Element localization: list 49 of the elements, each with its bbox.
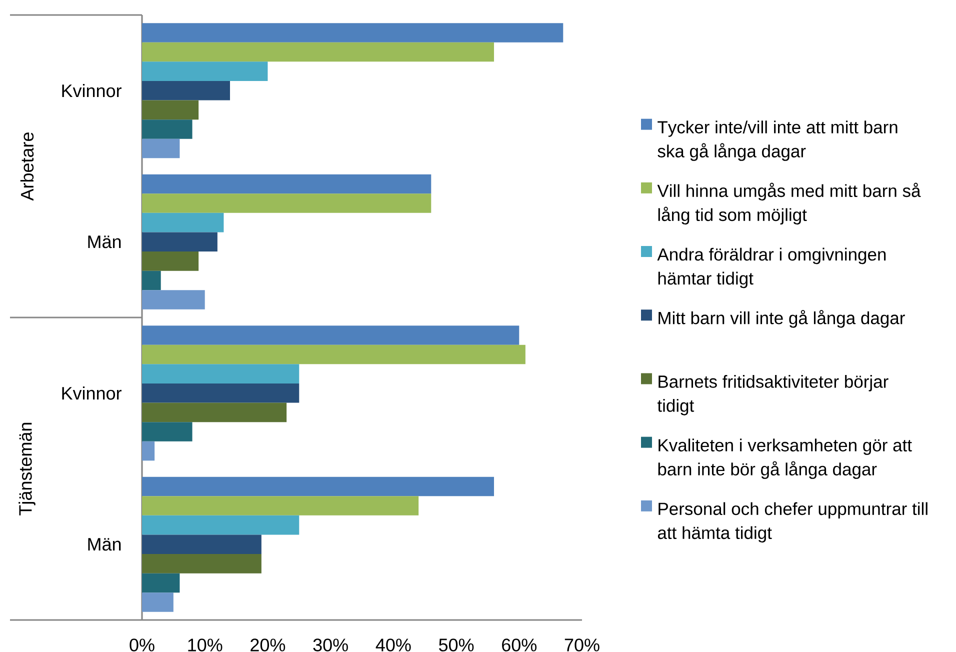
bar <box>142 290 205 310</box>
legend-label: Tycker inte/vill inte att mitt barn ska gå långa dagar <box>658 120 898 161</box>
bar <box>142 138 180 158</box>
bar <box>142 212 224 232</box>
bar <box>142 422 192 442</box>
bar <box>142 364 300 384</box>
legend-label: Vill hinna umgås med mitt barn så lång tid som möjligt <box>657 182 921 225</box>
legend-label: Mitt barn vill inte gå långa dagar <box>658 310 905 328</box>
x-tick-label: 60% <box>502 638 537 652</box>
bar <box>142 100 199 120</box>
x-tick-label: 30% <box>313 638 348 652</box>
legend-label: Andra föräldrar i omgivningen hämtar tidigt <box>657 248 886 288</box>
y-tick-label: Män <box>88 538 121 551</box>
bar <box>142 270 161 290</box>
bar <box>142 42 494 62</box>
bar <box>142 120 192 139</box>
x-tick-label: 40% <box>376 638 411 652</box>
bar <box>142 441 155 461</box>
bar <box>142 23 564 42</box>
bar <box>142 534 262 554</box>
bar <box>142 344 526 364</box>
bar <box>142 554 262 574</box>
x-tick-label: 50% <box>438 638 474 652</box>
x-tick-label: 10% <box>188 638 222 652</box>
y-tick-label: Män <box>88 236 121 248</box>
bar <box>142 515 300 535</box>
x-tick-label: 70% <box>564 638 600 652</box>
bar <box>142 573 180 593</box>
legend-label: Barnets fritidsaktiviteter börjar tidigt <box>657 375 888 416</box>
y-tick-label: Kvinnor <box>62 84 122 98</box>
x-tick-label: 20% <box>250 638 286 652</box>
x-tick-label: 0% <box>130 638 154 652</box>
legend-label: Kvaliteten i verksamheten gör att barn inte bör gå långa dagar <box>658 438 912 479</box>
bar <box>142 252 199 271</box>
bar <box>142 383 300 403</box>
text: Arbetare <box>20 132 34 201</box>
text: Tjänstemän <box>18 422 36 516</box>
bar <box>142 496 419 516</box>
bar <box>142 174 432 194</box>
y-tick-label: Kvinnor <box>62 386 122 400</box>
bar <box>142 592 174 612</box>
bar <box>142 326 520 345</box>
bar <box>142 232 218 252</box>
bar <box>142 402 287 422</box>
bar <box>142 62 268 81</box>
bar <box>142 194 432 213</box>
legend-label: Personal och chefer uppmuntrar till att hämta tidigt <box>658 502 928 543</box>
bar <box>142 476 494 496</box>
bar <box>142 80 230 100</box>
